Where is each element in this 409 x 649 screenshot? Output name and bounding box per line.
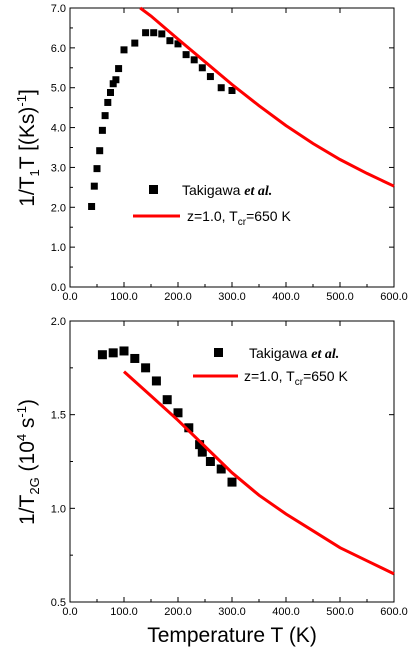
bottom-x-tick-label: 300.0 (218, 606, 246, 618)
x-axis-label: Temperature T (K) (147, 624, 317, 647)
bottom-x-tick-label: 100.0 (110, 606, 138, 618)
top-data-point (112, 76, 120, 84)
top-data-point (198, 64, 206, 72)
top-x-tick-label: 200.0 (164, 291, 192, 303)
top-data-point (93, 165, 101, 173)
top-data-point (228, 87, 236, 95)
bottom-data-marks (97, 346, 395, 576)
bottom-axis-ticks: 0.0 100.0 200.0 300.0 400.0 500.0 600.0 0.5 1.0 1… (51, 316, 408, 618)
top-data-point (120, 46, 128, 54)
bottom-data-point (205, 457, 215, 466)
bottom-data-point (227, 477, 237, 487)
bottom-y-tick-label: 0.5 (51, 597, 66, 609)
top-legend-marker-label: Takigawa et al. (182, 182, 272, 199)
top-data-point (190, 56, 198, 64)
top-data-point (206, 73, 214, 81)
top-fit-curve (139, 6, 395, 188)
top-data-point (131, 39, 139, 47)
bottom-y-tick-label: 1.0 (51, 503, 66, 515)
top-data-point (104, 98, 112, 106)
top-y-axis-label: 1/T1T [(Ks)-1] (14, 89, 42, 207)
bottom-plot-frame (69, 320, 395, 603)
top-data-point (98, 126, 106, 134)
bottom-y-tick-label: 1.5 (51, 410, 66, 422)
top-y-tick-label: 7.0 (51, 3, 66, 15)
bottom-y-tick-label: 2.0 (51, 316, 66, 328)
top-data-marks (88, 6, 395, 210)
top-panel: 0.0 100.0 200.0 300.0 400.0 500.0 600.0 0.0 1.0 2… (14, 3, 408, 303)
bottom-panel: 0.0 100.0 200.0 300.0 400.0 500.0 600.0 0.5 1.0 1… (14, 316, 408, 647)
top-data-point (158, 30, 166, 38)
bottom-data-point (119, 346, 129, 356)
bottom-data-point (97, 350, 107, 360)
bottom-legend-marker-symbol (214, 348, 223, 357)
top-plot-frame (69, 7, 395, 288)
bottom-data-point (162, 395, 172, 405)
top-data-point (101, 112, 109, 120)
top-x-tick-label: 400.0 (272, 291, 300, 303)
top-legend-line-label: z=1.0, Tcr=650 K (187, 208, 291, 228)
top-data-point (88, 202, 96, 210)
bottom-x-tick-label: 200.0 (164, 606, 192, 618)
top-data-point (115, 65, 123, 73)
bottom-data-point (173, 408, 183, 418)
bottom-data-point (184, 423, 194, 433)
top-legend: Takigawa et al. z=1.0, Tcr=650 K (133, 182, 291, 228)
top-y-tick-label: 2.0 (51, 202, 66, 214)
top-y-tick-label: 3.0 (51, 162, 66, 174)
top-data-point (217, 84, 225, 92)
top-x-tick-label: 600.0 (380, 291, 408, 303)
top-y-tick-label: 5.0 (51, 83, 66, 95)
bottom-legend-marker-label: Takigawa et al. (249, 345, 339, 362)
bottom-data-point (197, 447, 207, 457)
bottom-x-tick-label: 400.0 (272, 606, 300, 618)
bottom-legend-line-label: z=1.0, Tcr=650 K (244, 368, 348, 388)
top-y-tick-label: 0.0 (51, 282, 66, 294)
top-x-tick-label: 500.0 (326, 291, 354, 303)
top-legend-marker-symbol (149, 185, 158, 194)
bottom-fit-curve (122, 370, 395, 576)
top-y-tick-label: 1.0 (51, 242, 66, 254)
bottom-y-axis-label: 1/T2G (104 s-1) (14, 399, 42, 525)
top-data-point (150, 29, 158, 37)
bottom-data-point (141, 363, 151, 373)
bottom-legend: Takigawa et al. z=1.0, Tcr=650 K (193, 345, 348, 388)
top-x-tick-label: 0.0 (62, 291, 77, 303)
bottom-x-tick-label: 0.0 (62, 606, 77, 618)
top-y-tick-label: 4.0 (51, 123, 66, 135)
bottom-data-point (216, 464, 226, 474)
top-data-point (96, 147, 104, 155)
top-data-point (182, 51, 190, 59)
bottom-data-point (108, 348, 118, 358)
top-data-point (166, 37, 174, 45)
bottom-data-point (195, 440, 205, 450)
bottom-data-point (130, 353, 140, 363)
top-y-tick-label: 6.0 (51, 43, 66, 55)
top-data-point (90, 182, 98, 190)
bottom-x-tick-label: 500.0 (326, 606, 354, 618)
top-data-point (142, 29, 150, 37)
top-x-tick-label: 100.0 (110, 291, 138, 303)
bottom-x-tick-label: 600.0 (380, 606, 408, 618)
top-x-tick-label: 300.0 (218, 291, 246, 303)
top-data-point (174, 40, 182, 48)
top-axis-ticks: 0.0 100.0 200.0 300.0 400.0 500.0 600.0 0.0 1.0 2… (51, 3, 408, 303)
top-data-point (109, 80, 117, 88)
bottom-data-point (151, 376, 161, 386)
top-data-point (107, 88, 114, 96)
